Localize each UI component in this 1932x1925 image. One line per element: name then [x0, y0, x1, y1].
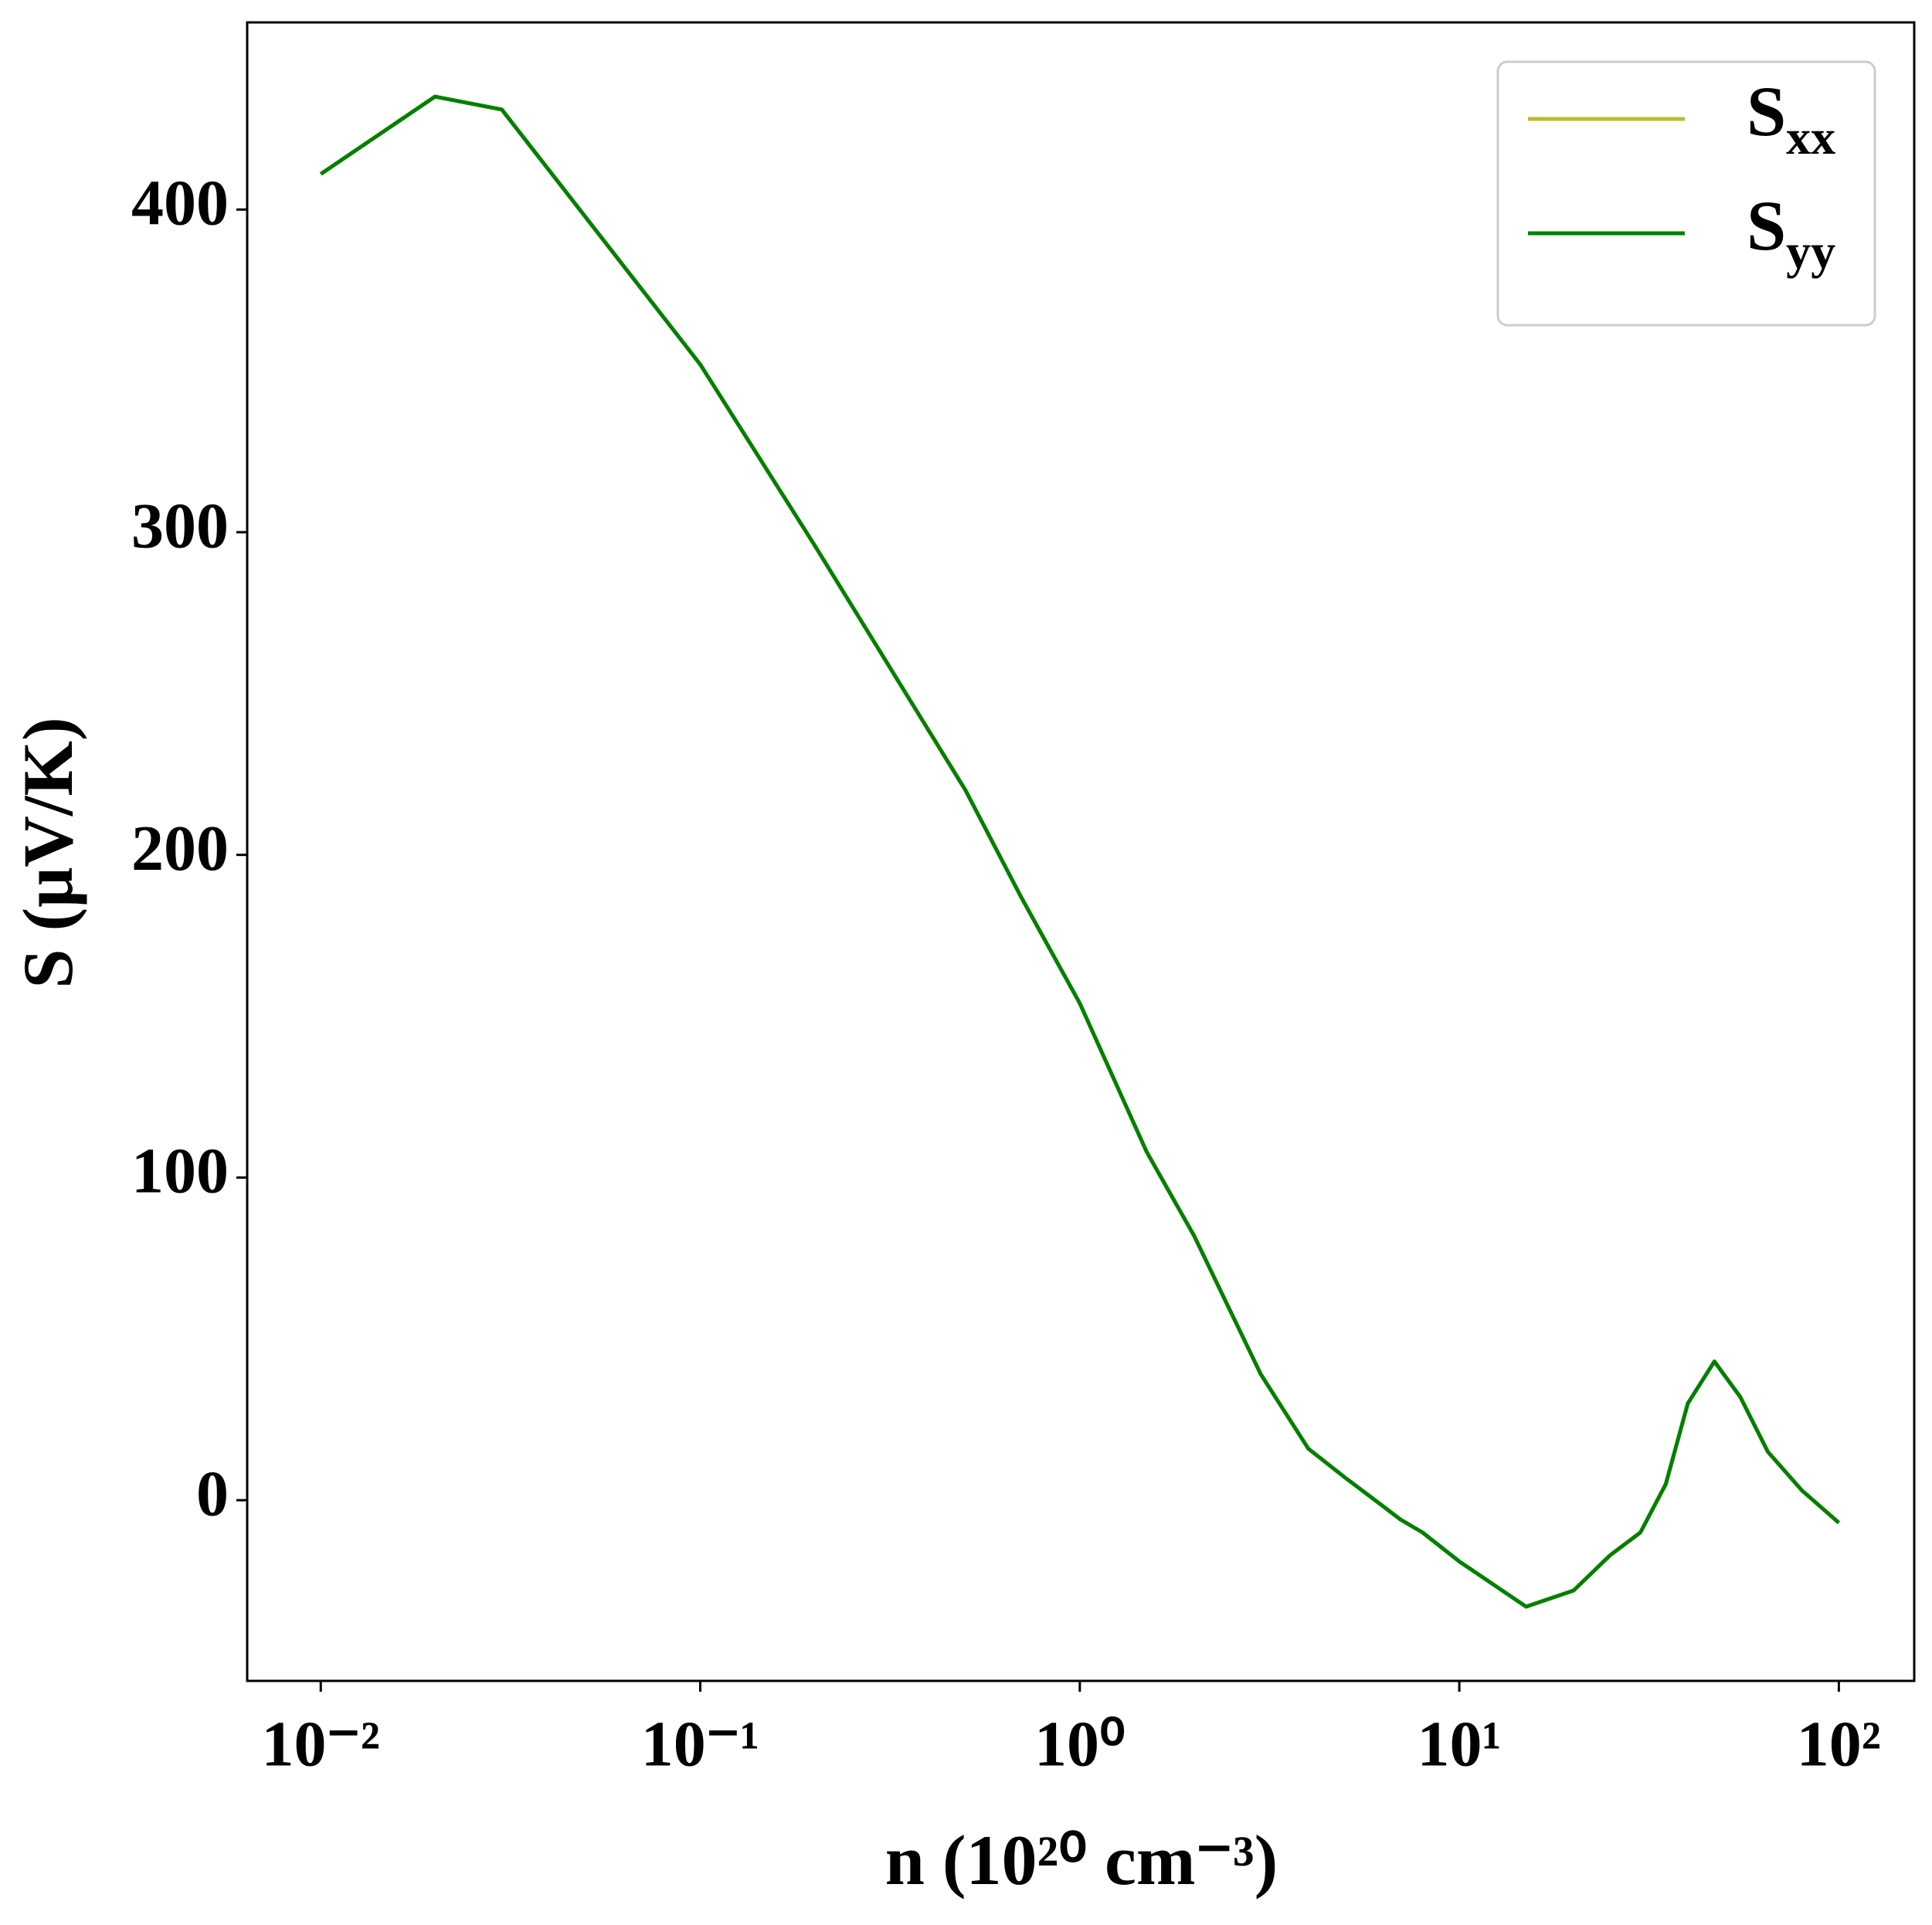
legend-label: Sxx — [1747, 72, 1835, 165]
plot-frame — [246, 21, 1916, 1682]
x-tick-label: 10⁰ — [1034, 1708, 1126, 1780]
x-tick-label: 10² — [1797, 1708, 1881, 1780]
y-tick-label: 100 — [131, 1136, 229, 1207]
y-tick-label: 200 — [131, 813, 229, 884]
y-tick-label: 0 — [196, 1458, 229, 1529]
legend-label: Syy — [1747, 186, 1835, 279]
legend-box — [1496, 60, 1876, 327]
x-tick-label: 10¹ — [1418, 1708, 1502, 1780]
y-tick-label: 400 — [131, 168, 229, 239]
y-axis-label: S (μV/K) — [8, 717, 87, 988]
y-tick-label: 300 — [131, 490, 229, 562]
x-tick-label: 10⁻² — [261, 1708, 380, 1780]
data-line — [319, 94, 1841, 1609]
x-axis-label: n (10²⁰ cm⁻³) — [885, 1821, 1278, 1900]
x-tick-label: 10⁻¹ — [641, 1708, 760, 1780]
